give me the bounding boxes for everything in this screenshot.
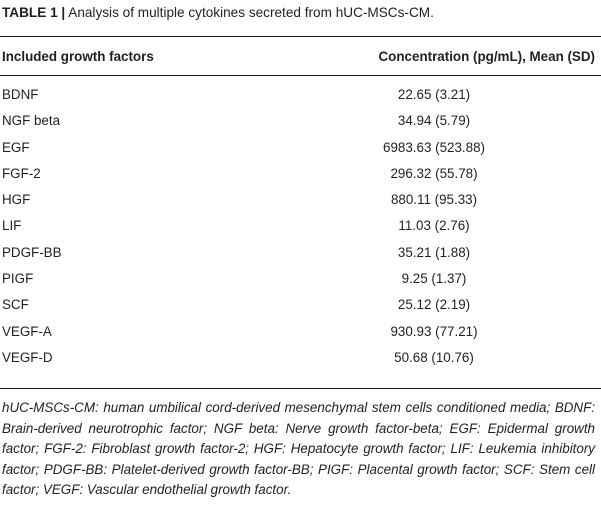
concentration-value: 25.12 (2.19) <box>397 297 471 313</box>
concentration-value: 11.03 (2.76) <box>398 218 470 234</box>
header-growth-factors: Included growth factors <box>2 49 154 64</box>
growth-factor-name: HGF <box>2 192 31 208</box>
table-row: PDGF-BB 35.21 (1.88) <box>0 244 601 270</box>
table-row: VEGF-A 930.93 (77.21) <box>0 323 601 349</box>
top-rule <box>0 36 601 37</box>
concentration-value: 6983.63 (523.88) <box>383 139 485 155</box>
growth-factor-name: PDGF-BB <box>2 244 62 260</box>
concentration-value: 50.68 (10.76) <box>394 349 474 365</box>
table-row: SCF 25.12 (2.19) <box>0 296 601 322</box>
table-row: BDNF 22.65 (3.21) <box>0 86 601 112</box>
growth-factor-name: NGF beta <box>2 113 61 129</box>
table-row: PIGF 9.25 (1.37) <box>0 270 601 296</box>
table-row: FGF-2 296.32 (55.78) <box>0 165 601 191</box>
concentration-value: 880.11 (95.33) <box>390 192 478 208</box>
table-row: VEGF-D 50.68 (10.76) <box>0 349 601 375</box>
growth-factor-name: SCF <box>2 297 29 313</box>
growth-factor-name: VEGF-D <box>2 349 53 365</box>
header-concentration: Concentration (pg/mL), Mean (SD) <box>378 49 595 64</box>
concentration-value: 9.25 (1.37) <box>401 271 467 287</box>
table-row: LIF 11.03 (2.76) <box>0 217 601 243</box>
growth-factor-name: FGF-2 <box>2 165 41 181</box>
table-caption-text: Analysis of multiple cytokines secreted … <box>68 5 434 20</box>
header-rule <box>0 75 601 76</box>
table-row: HGF 880.11 (95.33) <box>0 191 601 217</box>
bottom-rule <box>0 388 601 389</box>
growth-factor-name: BDNF <box>2 87 39 102</box>
growth-factor-name: VEGF-A <box>2 323 52 339</box>
concentration-value: 22.65 (3.21) <box>397 87 471 102</box>
concentration-value: 296.32 (55.78) <box>390 165 478 181</box>
growth-factor-name: LIF <box>2 218 22 234</box>
table-row: NGF beta 34.94 (5.79) <box>0 112 601 138</box>
growth-factor-name: EGF <box>2 139 30 155</box>
table-caption-label: TABLE 1 | <box>2 5 66 20</box>
concentration-value: 34.94 (5.79) <box>397 113 471 129</box>
table-header-row: Included growth factors Concentration (p… <box>0 37 601 75</box>
table-body: BDNF 22.65 (3.21) NGF beta 34.94 (5.79) EGF 6… <box>0 86 601 375</box>
growth-factor-name: PIGF <box>2 271 34 287</box>
table-caption: TABLE 1 | Analysis of multiple cytokines… <box>2 4 434 22</box>
concentration-value: 930.93 (77.21) <box>390 323 478 339</box>
table-row: EGF 6983.63 (523.88) <box>0 139 601 165</box>
table-footnote: hUC-MSCs-CM: human umbilical cord-derive… <box>2 400 595 498</box>
concentration-value: 35.21 (1.88) <box>397 244 471 260</box>
